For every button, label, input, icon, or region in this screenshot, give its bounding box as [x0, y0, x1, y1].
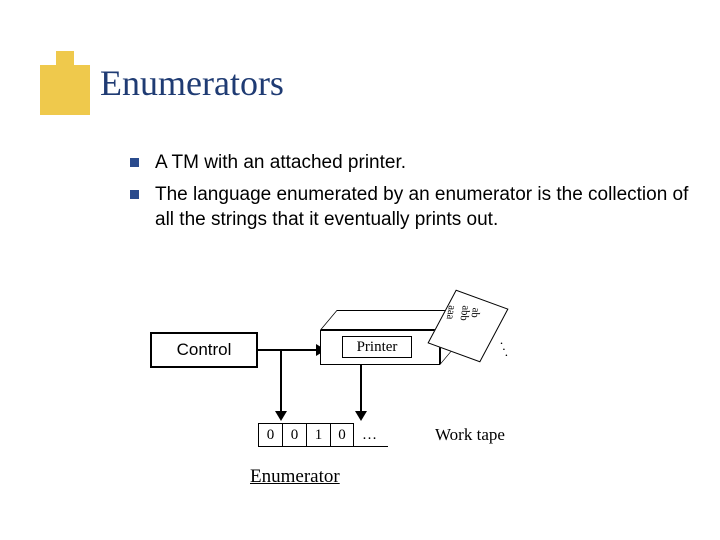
printer-label: Printer: [342, 336, 412, 358]
bullet-icon: [130, 158, 139, 167]
enumerator-diagram: Control Printer ab abb aaa . . . 0 0 1 0…: [150, 310, 590, 510]
accent-square-large: [40, 65, 90, 115]
paper-line: aaa: [444, 305, 459, 320]
arrow-control-to-printer: [258, 349, 320, 351]
paper-line: abb: [457, 305, 472, 321]
arrow-printer-to-tape: [360, 365, 362, 415]
tape-cell: 0: [258, 423, 282, 447]
arrowhead-down-icon: [275, 411, 287, 421]
accent-square-small: [56, 51, 74, 69]
arrow-control-to-tape: [280, 350, 282, 415]
arrowhead-down-icon: [355, 411, 367, 421]
bullet-icon: [130, 190, 139, 199]
diagram-caption: Enumerator: [250, 466, 340, 488]
tape-ellipsis: …: [362, 427, 377, 444]
tape-cell: 0: [330, 423, 354, 447]
tape-cell: 1: [306, 423, 330, 447]
list-item: The language enumerated by an enumerator…: [130, 182, 690, 233]
slide-title: Enumerators: [100, 62, 284, 104]
work-tape-label: Work tape: [435, 425, 505, 445]
paper-ellipsis: . . .: [497, 337, 518, 358]
bullet-text: A TM with an attached printer.: [155, 150, 406, 176]
work-tape: 0 0 1 0 …: [258, 423, 377, 447]
bullet-list: A TM with an attached printer. The langu…: [130, 150, 690, 239]
tape-trail-line: [258, 446, 388, 447]
control-box: Control: [150, 332, 258, 368]
list-item: A TM with an attached printer.: [130, 150, 690, 176]
tape-cell: 0: [282, 423, 306, 447]
bullet-text: The language enumerated by an enumerator…: [155, 182, 690, 233]
